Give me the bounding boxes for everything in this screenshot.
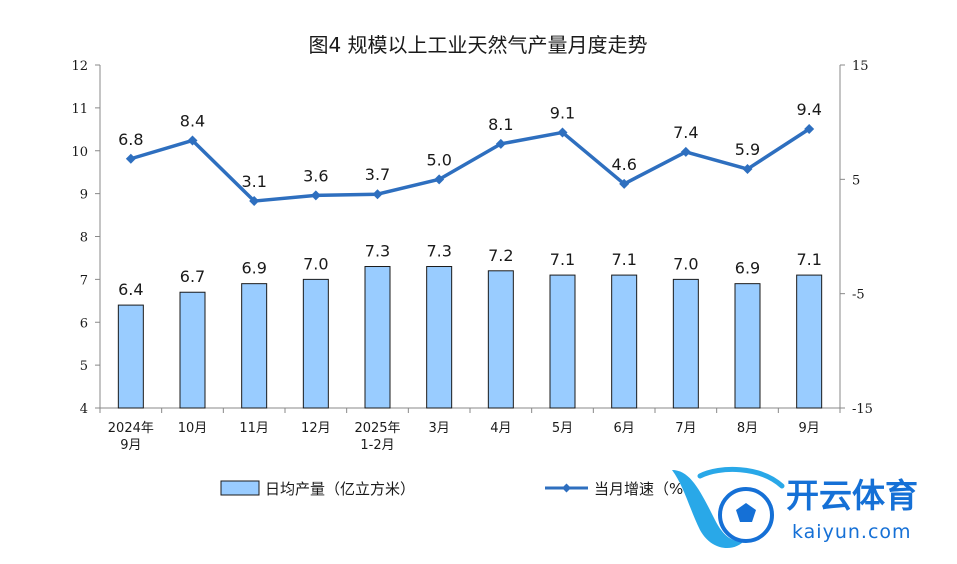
line-value-label: 8.4: [180, 111, 205, 130]
x-tick-label: 7月: [675, 421, 696, 436]
x-tick-label: 2025年: [354, 421, 400, 436]
line-point-marker: [557, 127, 568, 138]
line-value-label: 3.6: [303, 166, 328, 185]
x-axis-labels: 2024年 9月 10月 11月 12月 2025年 1-2月 3月 4月 5月 6月 7月 8月 9月: [108, 421, 820, 453]
bar: [734, 283, 761, 409]
bar: [179, 291, 206, 409]
watermark-domain-text: kaiyun.com: [792, 521, 912, 543]
left-tick-label: 4: [80, 402, 88, 417]
logo-ring-icon: [697, 466, 785, 489]
legend-line-marker: [562, 483, 571, 493]
watermark-brand-text: 开云体育: [786, 476, 918, 515]
x-tick-label: 12月: [301, 421, 331, 436]
line-point-marker: [249, 196, 260, 207]
bar: [796, 274, 823, 409]
line-value-label: 8.1: [488, 115, 513, 134]
bar-value-label: 7.3: [426, 242, 451, 261]
soccer-ball-pattern-icon: [736, 503, 756, 522]
bar-value-label: 6.9: [735, 259, 760, 278]
right-tick-label: 15: [852, 59, 869, 74]
line-point-marker: [434, 174, 445, 185]
logo-swoosh-icon: [672, 470, 745, 549]
line-value-label: 9.1: [550, 103, 575, 122]
bar: [426, 266, 453, 409]
left-tick-label: 8: [80, 231, 88, 246]
left-tick-label: 6: [80, 316, 88, 331]
bar-value-label: 6.7: [180, 267, 205, 286]
bar-value-label: 7.3: [365, 242, 390, 261]
bar: [117, 304, 144, 409]
line-value-label: 4.6: [611, 155, 636, 174]
legend-bar-swatch: [220, 480, 260, 496]
line-point-marker: [187, 135, 198, 146]
growth-line: [130, 127, 811, 203]
right-tick-label: -5: [852, 288, 865, 303]
line-point-marker: [372, 189, 383, 200]
bar: [672, 278, 699, 409]
bar-value-label: 7.1: [550, 250, 575, 269]
bar-value-label: 7.0: [673, 254, 698, 273]
bar: [611, 274, 638, 409]
left-tick-label: 9: [80, 188, 88, 203]
line-point-marker: [680, 146, 691, 157]
x-tick-label: 3月: [429, 421, 450, 436]
left-tick-label: 12: [71, 59, 88, 74]
left-tick-label: 11: [71, 102, 88, 117]
line-value-label: 3.7: [365, 165, 390, 184]
bar-value-label: 7.2: [488, 246, 513, 265]
line-point-marker: [125, 153, 136, 164]
bar: [487, 270, 514, 409]
legend-line-label: 当月增速（%: [594, 480, 683, 498]
bar: [241, 283, 268, 409]
right-tick-label: -15: [852, 402, 873, 417]
line-point-marker: [495, 138, 506, 149]
bar-value-label: 7.1: [796, 250, 821, 269]
bar: [549, 274, 576, 409]
x-tick-label: 1-2月: [360, 438, 394, 453]
line-value-label: 3.1: [241, 172, 266, 191]
bar-value-label: 6.4: [118, 280, 143, 299]
right-tick-label: 5: [852, 173, 860, 188]
x-tick-label: 9月: [799, 421, 820, 436]
x-tick-label: 11月: [239, 421, 269, 436]
bar-series: 6.4 6.7 6.9 7.0 7.3 7.3 7.2 7.1 7.1 7.0 6.9 7.1: [117, 242, 823, 409]
line-value-label: 5.0: [426, 150, 451, 169]
bar-value-label: 7.0: [303, 254, 328, 273]
line-point-marker: [804, 124, 815, 135]
line-point-marker: [742, 164, 753, 175]
x-tick-label: 6月: [614, 421, 635, 436]
x-tick-label: 8月: [737, 421, 758, 436]
bar-value-label: 6.9: [241, 259, 266, 278]
bar-value-label: 7.1: [611, 250, 636, 269]
x-tick-label: 9月: [120, 438, 141, 453]
watermark-logo: 开云体育 kaiyun.com: [672, 466, 918, 549]
bar: [302, 278, 329, 409]
x-tick-label: 4月: [490, 421, 511, 436]
x-tick-label: 5月: [552, 421, 573, 436]
axes: 4 5 6 7 8 9 10 11 12 -15 -5 5 15: [71, 59, 872, 417]
line-value-label: 7.4: [673, 123, 698, 142]
line-point-marker: [310, 190, 321, 201]
legend: 日均产量（亿立方米） 当月增速（%: [220, 480, 683, 498]
line-value-label: 5.9: [735, 140, 760, 159]
line-point-marker: [619, 178, 630, 189]
left-tick-label: 10: [71, 145, 88, 160]
line-value-label: 9.4: [796, 100, 821, 119]
bar: [364, 266, 391, 409]
x-tick-label: 10月: [178, 421, 208, 436]
legend-bar-label: 日均产量（亿立方米）: [265, 480, 415, 498]
line-value-label: 6.8: [118, 130, 143, 149]
left-tick-label: 7: [80, 273, 88, 288]
chart-title: 图4 规模以上工业天然气产量月度走势: [308, 33, 647, 57]
x-tick-label: 2024年: [108, 421, 154, 436]
line-series: 6.8 8.4 3.1 3.6 3.7 5.0 8.1 9.1 4.6 7.4 5.9 9.4: [118, 100, 822, 207]
left-tick-label: 5: [80, 359, 88, 374]
